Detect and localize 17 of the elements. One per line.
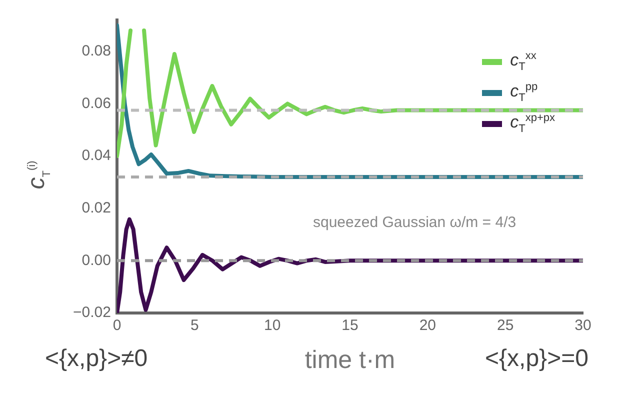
x-tick-label: 20 bbox=[419, 317, 436, 334]
x-tick-label: 25 bbox=[496, 317, 514, 334]
y-tick-label: 0.02 bbox=[82, 200, 111, 216]
x-tick-label: 10 bbox=[264, 317, 281, 334]
y-tick-label: 0.04 bbox=[82, 147, 111, 164]
x-tick-label: 15 bbox=[342, 317, 358, 334]
x-tick-label: 0 bbox=[112, 317, 122, 334]
text: <{x,p}>≠0 bbox=[45, 345, 148, 373]
y-tick-label: −0.02 bbox=[73, 304, 111, 322]
annotation: squeezed Gaussian ω/m = 4/3 bbox=[313, 214, 516, 231]
text: <{x,p}>=0 bbox=[485, 345, 588, 373]
x-tick-label: 30 bbox=[574, 317, 592, 334]
x-tick-label: 5 bbox=[190, 317, 199, 334]
y-tick-label: 0.06 bbox=[82, 94, 111, 112]
y-tick-label: 0.08 bbox=[82, 42, 111, 60]
y-tick-label: 0.00 bbox=[82, 252, 111, 269]
x-axis-title: time t·m bbox=[304, 346, 396, 375]
